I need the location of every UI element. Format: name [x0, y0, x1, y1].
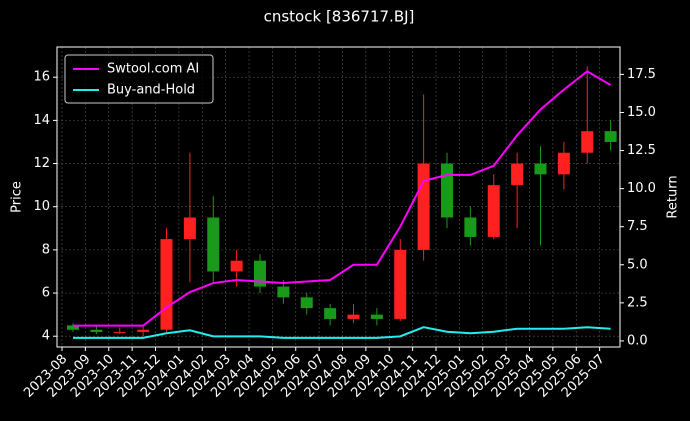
candle-body	[581, 131, 594, 153]
return-line	[73, 326, 611, 339]
candle-body	[534, 163, 547, 175]
y-tick-label: 8	[42, 242, 50, 257]
y-tick-label: 10	[33, 199, 50, 214]
candle-body	[347, 314, 360, 319]
legend-label: Swtool.com AI	[107, 62, 199, 77]
candle-body	[557, 152, 570, 175]
y2-tick-label: 2.5	[627, 295, 648, 310]
y2-tick-label: 0.0	[627, 333, 648, 348]
candle-body	[254, 260, 266, 287]
y-axis-label: Price	[10, 181, 25, 213]
y2-tick-label: 10.0	[627, 181, 656, 196]
legend-label: Buy-and-Hold	[107, 83, 195, 98]
y-tick-label: 16	[33, 70, 50, 85]
candle-body	[464, 217, 477, 237]
chart-title: cnstock [836717.BJ]	[264, 8, 415, 26]
candle-body	[207, 217, 220, 272]
y-tick-label: 14	[33, 113, 50, 128]
y2-tick-label: 5.0	[627, 257, 648, 272]
candle-body	[417, 163, 430, 250]
legend-box	[64, 54, 214, 104]
candle-body	[90, 329, 103, 332]
candle-body	[230, 260, 243, 272]
return-line	[73, 70, 612, 327]
candle-body	[394, 249, 407, 319]
candle-body	[324, 308, 337, 319]
y2-tick-label: 12.5	[627, 143, 656, 158]
candle-body	[511, 163, 524, 186]
y2-axis-label: Return	[666, 175, 681, 218]
candle-body	[137, 329, 150, 332]
candle-body	[277, 286, 290, 298]
y-tick-label: 4	[42, 329, 50, 344]
legend: Swtool.com AI Buy-and-Hold	[64, 54, 214, 104]
y2-tick-label: 17.5	[627, 67, 656, 82]
candle-body	[441, 163, 453, 218]
candle-body	[604, 131, 617, 142]
y-tick-label: 12	[33, 156, 50, 171]
candle-body	[67, 325, 79, 330]
y2-tick-label: 7.5	[627, 219, 648, 234]
candle-body	[183, 217, 196, 240]
y-tick-label: 6	[42, 286, 50, 301]
candle-body	[487, 185, 500, 237]
plot-frame	[56, 46, 621, 348]
candle-body	[300, 297, 313, 309]
candle-body	[113, 331, 126, 333]
y2-tick-label: 15.0	[627, 105, 656, 120]
candle-body	[160, 239, 173, 330]
candle-body	[370, 314, 383, 319]
